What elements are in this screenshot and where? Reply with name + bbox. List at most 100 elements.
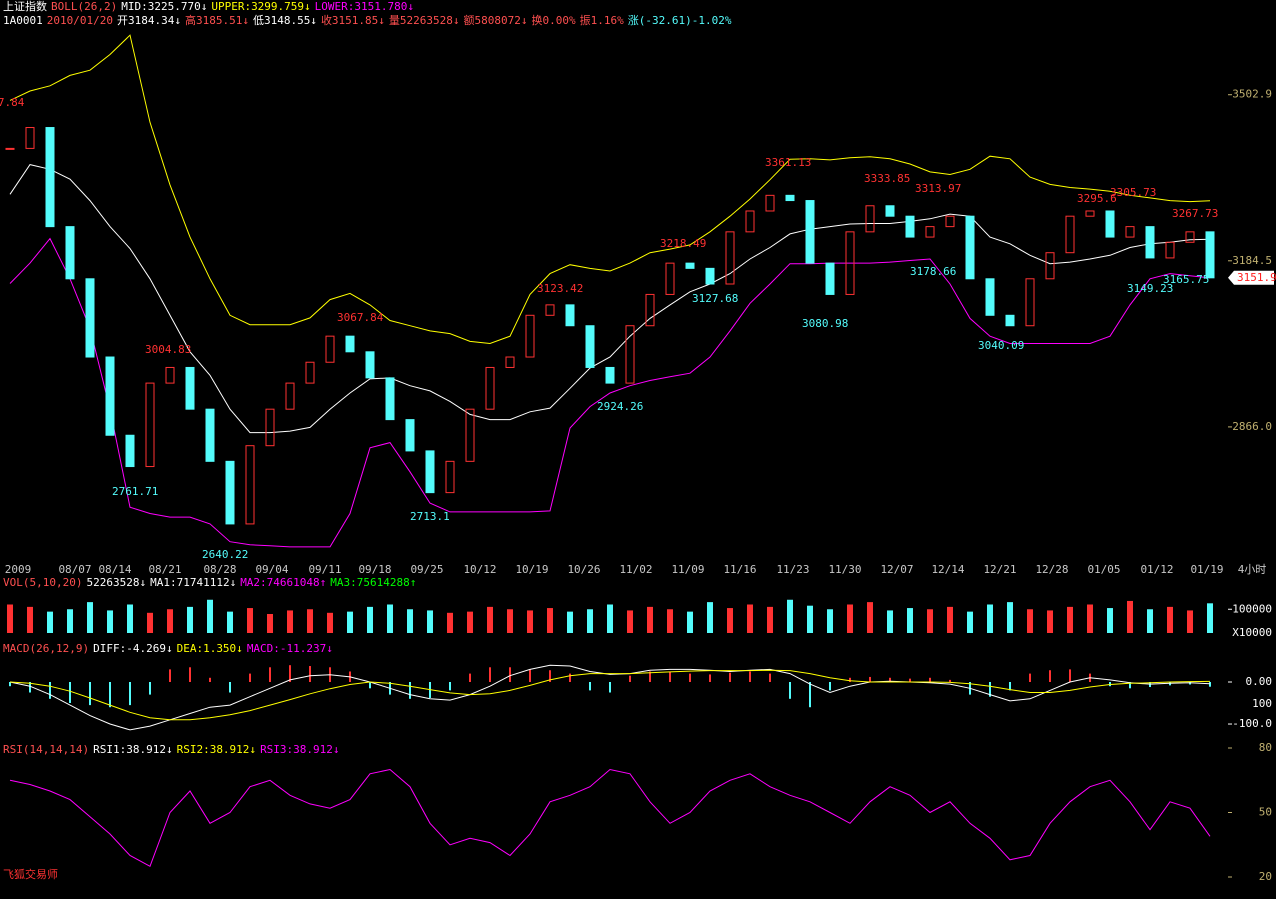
volume-bar <box>127 604 133 633</box>
volume-bar <box>47 611 53 633</box>
low-label: 2713.1 <box>410 510 450 523</box>
candle <box>645 293 655 327</box>
y-tick-label: 50 <box>1259 806 1272 819</box>
header-line-item: 收3151.85↓ <box>321 13 385 27</box>
volume-bar <box>407 609 413 633</box>
candle <box>725 231 735 285</box>
date-label: 12/21 <box>983 563 1016 576</box>
macd-legend-item: MACD(26,12,9) <box>3 642 89 655</box>
rsi-legend-item: RSI3:38.912↓ <box>260 743 339 756</box>
candle <box>325 335 335 363</box>
date-label: 09/11 <box>308 563 341 576</box>
macd-line <box>9 664 1211 731</box>
date-label: 01/12 <box>1140 563 1173 576</box>
candle <box>445 460 455 494</box>
high-label: 3004.83 <box>145 343 191 356</box>
header-line-item: UPPER:3299.759↓ <box>211 0 310 13</box>
volume-bar <box>1027 609 1033 633</box>
candle <box>525 314 535 358</box>
candle <box>985 278 995 316</box>
candle <box>425 450 435 494</box>
candle <box>665 262 675 295</box>
macd-legend-item: MACD:-11.237↓ <box>247 642 333 655</box>
high-label: 3333.85 <box>864 172 910 185</box>
low-label: 3040.09 <box>978 339 1024 352</box>
low-label: 2640.22 <box>202 548 248 561</box>
volume-bar <box>527 610 533 633</box>
rsi-legend-item: RSI2:38.912↓ <box>177 743 256 756</box>
low-label: 3080.98 <box>802 317 848 330</box>
low-label: 3127.68 <box>692 292 738 305</box>
date-label: 08/28 <box>203 563 236 576</box>
volume-bar <box>247 608 253 633</box>
date-label: 09/25 <box>410 563 443 576</box>
volume-bar <box>947 606 953 633</box>
candle <box>365 351 375 379</box>
candle <box>1105 210 1115 238</box>
candle <box>465 408 475 462</box>
macd-legend: MACD(26,12,9) DIFF:-4.269↓ DEA:1.350↓ MACD:… <box>3 642 333 655</box>
candle <box>745 210 755 233</box>
date-label: 09/04 <box>255 563 288 576</box>
date-label: 12/07 <box>880 563 913 576</box>
candle <box>305 361 315 384</box>
candle <box>885 205 895 217</box>
date-label: 2009 <box>5 563 32 576</box>
macd-legend-item: DEA:1.350↓ <box>177 642 243 655</box>
header-line-item: 额5808072↓ <box>464 14 528 27</box>
high-label: 3477.84 <box>0 96 25 109</box>
macd-line <box>9 669 1211 721</box>
y-tick-label: 80 <box>1259 741 1272 754</box>
candle <box>1025 278 1035 327</box>
date-label: 11/09 <box>671 563 704 576</box>
candle <box>705 267 715 285</box>
volume-bar <box>87 602 93 633</box>
volume-bar <box>747 604 753 633</box>
y-tick-label: 100000 <box>1232 602 1272 615</box>
last-price: 3151.9 <box>1237 271 1276 284</box>
candle <box>965 215 975 280</box>
volume-bar <box>1147 609 1153 633</box>
y-tick-label: 2866.0 <box>1232 420 1272 433</box>
high-label: 3067.84 <box>337 311 384 324</box>
candle <box>345 335 355 353</box>
header-line-item: 高3185.51↓ <box>185 13 249 27</box>
candle <box>945 215 955 228</box>
candle <box>685 262 695 269</box>
volume-bar <box>267 614 273 633</box>
low-label: 3149.23 <box>1127 282 1173 295</box>
date-label: 11/23 <box>776 563 809 576</box>
candle <box>825 262 835 295</box>
candle <box>625 325 635 384</box>
volume-legend-item: MA1:71741112↓ <box>150 576 236 589</box>
volume-legend-item: VOL(5,10,20) <box>3 576 82 589</box>
candle <box>45 127 55 228</box>
volume-bar <box>187 606 193 633</box>
header-line-item: 低3148.55↓ <box>253 14 317 27</box>
candle <box>1045 252 1055 280</box>
date-label: 08/14 <box>98 563 131 576</box>
volume-bar <box>467 611 473 633</box>
volume-bar <box>707 602 713 633</box>
date-label: 11/16 <box>723 563 756 576</box>
volume-bar <box>347 611 353 633</box>
candle <box>1125 226 1135 238</box>
volume-bar <box>1187 610 1193 633</box>
volume-legend-item: 52263528↓ <box>86 576 146 589</box>
axis-note: 100 <box>1252 697 1272 710</box>
y-tick-label: 20 <box>1259 870 1272 883</box>
volume-bar <box>147 612 153 633</box>
axis-note: X10000 <box>1232 626 1272 639</box>
volume-bar <box>1007 602 1013 633</box>
rsi-legend-item: RSI1:38.912↓ <box>93 743 172 756</box>
volume-bar <box>827 609 833 633</box>
volume-bar <box>967 611 973 633</box>
volume-bar <box>67 609 73 633</box>
candle <box>565 304 575 327</box>
volume-bar <box>587 609 593 633</box>
candle <box>405 419 415 452</box>
candle <box>65 226 75 280</box>
volume-bar <box>367 606 373 633</box>
candle <box>845 231 855 295</box>
